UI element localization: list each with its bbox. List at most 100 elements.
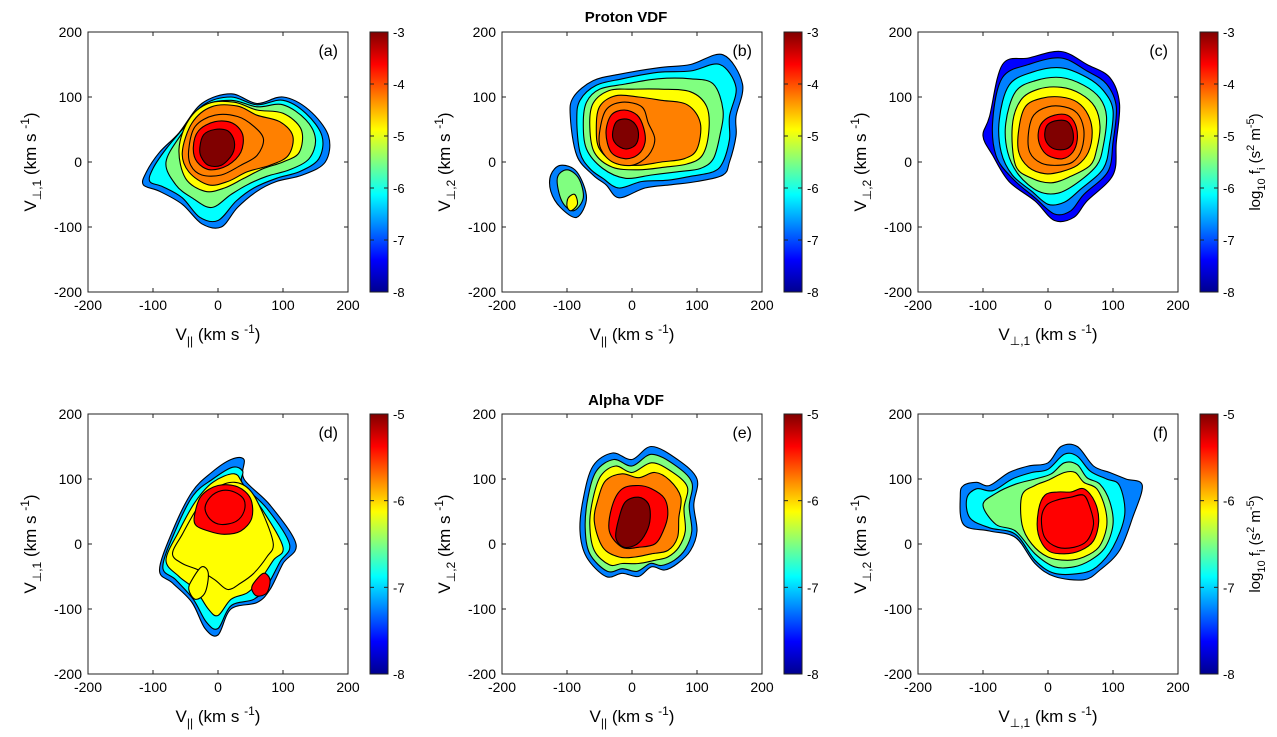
y-tick-label: 200 <box>59 24 83 40</box>
colorbar-tick-label: -6 <box>393 181 405 196</box>
y-axis-label: V⊥,2 (km s -1) <box>432 494 458 593</box>
colorbar-tick-label: -5 <box>807 407 819 422</box>
x-axis-label: V|| (km s -1) <box>590 322 675 348</box>
x-tick-label: -100 <box>969 679 997 695</box>
y-tick-label: -100 <box>884 219 912 235</box>
y-tick-label: -100 <box>884 601 912 617</box>
y-tick-label: -100 <box>468 219 496 235</box>
colorbar <box>1199 31 1219 293</box>
y-tick-label: -200 <box>884 666 912 682</box>
y-axis-label: V⊥,1 (km s -1) <box>18 112 44 211</box>
x-axis-label: V|| (km s -1) <box>176 704 261 730</box>
x-tick-label: 100 <box>1101 679 1125 695</box>
panel-label: (a) <box>318 43 338 60</box>
contour-layer <box>158 456 297 637</box>
y-tick-label: 100 <box>59 89 83 105</box>
x-tick-label: 0 <box>628 679 636 695</box>
row-title-alpha: Alpha VDF <box>588 392 664 409</box>
contour-level-5 <box>204 489 246 526</box>
colorbar-tick-label: -4 <box>807 77 819 92</box>
panel-label: (e) <box>732 425 752 442</box>
contour-layer <box>548 53 744 219</box>
panel-label: (c) <box>1149 43 1168 60</box>
x-tick-label: -100 <box>139 297 167 313</box>
x-tick-label: -200 <box>488 679 516 695</box>
colorbar-tick-label: -3 <box>393 25 405 40</box>
y-axis-label: V⊥,2 (km s -1) <box>848 494 874 593</box>
panel-label: (d) <box>318 425 338 442</box>
x-tick-label: 100 <box>271 297 295 313</box>
colorbar-tick-label: -4 <box>393 77 405 92</box>
contour-layer <box>959 443 1143 581</box>
contour-level-7 <box>611 118 640 150</box>
y-axis-label: V⊥,2 (km s -1) <box>432 112 458 211</box>
colorbar-tick-label: -8 <box>393 667 405 682</box>
x-tick-label: 100 <box>685 679 709 695</box>
x-tick-label: 200 <box>750 679 774 695</box>
colorbar-tick-label: -5 <box>393 129 405 144</box>
x-axis-label: V⊥,1 (km s -1) <box>998 704 1097 730</box>
y-tick-label: -100 <box>54 601 82 617</box>
y-tick-label: -200 <box>468 666 496 682</box>
y-tick-label: 100 <box>473 471 497 487</box>
colorbar <box>1199 413 1219 675</box>
x-tick-label: 200 <box>750 297 774 313</box>
x-tick-label: -100 <box>969 297 997 313</box>
colorbar-tick-label: -5 <box>807 129 819 144</box>
y-tick-label: -200 <box>54 666 82 682</box>
x-tick-label: -200 <box>488 297 516 313</box>
x-tick-label: 0 <box>214 679 222 695</box>
colorbar-tick-label: -8 <box>807 285 819 300</box>
y-tick-label: 0 <box>904 154 912 170</box>
y-axis-label: V⊥,2 (km s -1) <box>848 112 874 211</box>
colorbar-tick-label: -3 <box>1223 25 1235 40</box>
x-tick-label: 200 <box>336 297 360 313</box>
panel-f: -200 -100 0 100 200 -200 -100 0 100 200 (f) V⊥,1 (k… <box>848 406 1268 730</box>
y-tick-label: 100 <box>889 471 913 487</box>
x-axis-label: V⊥,1 (km s -1) <box>998 322 1097 348</box>
colorbar-tick-label: -4 <box>1223 77 1235 92</box>
colorbar-tick-label: -6 <box>807 494 819 509</box>
x-tick-label: 100 <box>271 679 295 695</box>
colorbar <box>369 31 389 293</box>
colorbar-label: log10 fi (s2 m-5) <box>1245 495 1268 592</box>
panels-group: -200 -100 0 100 200 -200 -100 0 100 200 (a) V|| (km… <box>18 24 1268 730</box>
contour-level-10 <box>566 193 579 212</box>
colorbar-tick-label: -6 <box>807 181 819 196</box>
colorbar <box>783 413 803 675</box>
x-tick-label: 0 <box>1044 297 1052 313</box>
colorbar-tick-label: -7 <box>393 233 405 248</box>
x-tick-label: 200 <box>1166 679 1190 695</box>
y-axis-label: V⊥,1 (km s -1) <box>18 494 44 593</box>
y-tick-label: 200 <box>889 24 913 40</box>
y-tick-label: 0 <box>488 536 496 552</box>
contour-level-7 <box>199 128 236 168</box>
colorbar <box>783 31 803 293</box>
colorbar <box>369 413 389 675</box>
panel-d: -200 -100 0 100 200 -200 -100 0 100 200 (d) V|| (km… <box>18 406 405 730</box>
colorbar-tick-label: -7 <box>393 580 405 595</box>
contour-layer <box>982 50 1121 223</box>
colorbar-tick-label: -7 <box>1223 233 1235 248</box>
colorbar-tick-label: -8 <box>807 667 819 682</box>
y-tick-label: 100 <box>473 89 497 105</box>
colorbar-tick-label: -8 <box>1223 667 1235 682</box>
y-tick-label: 200 <box>473 406 497 422</box>
colorbar-tick-label: -6 <box>393 494 405 509</box>
colorbar-tick-label: -5 <box>1223 407 1235 422</box>
x-axis-label: V|| (km s -1) <box>176 322 261 348</box>
row-title-proton: Proton VDF <box>585 9 668 26</box>
colorbar-tick-label: -5 <box>393 407 405 422</box>
y-tick-label: 0 <box>74 154 82 170</box>
y-tick-label: -200 <box>468 284 496 300</box>
x-tick-label: -200 <box>904 297 932 313</box>
panel-a: -200 -100 0 100 200 -200 -100 0 100 200 (a) V|| (km… <box>18 24 405 348</box>
contour-layer <box>579 445 699 578</box>
colorbar-tick-label: -8 <box>1223 285 1235 300</box>
contour-level-7 <box>188 566 209 600</box>
panel-label: (b) <box>732 43 752 60</box>
y-tick-label: 100 <box>889 89 913 105</box>
x-tick-label: -200 <box>74 297 102 313</box>
colorbar-tick-label: -5 <box>1223 129 1235 144</box>
